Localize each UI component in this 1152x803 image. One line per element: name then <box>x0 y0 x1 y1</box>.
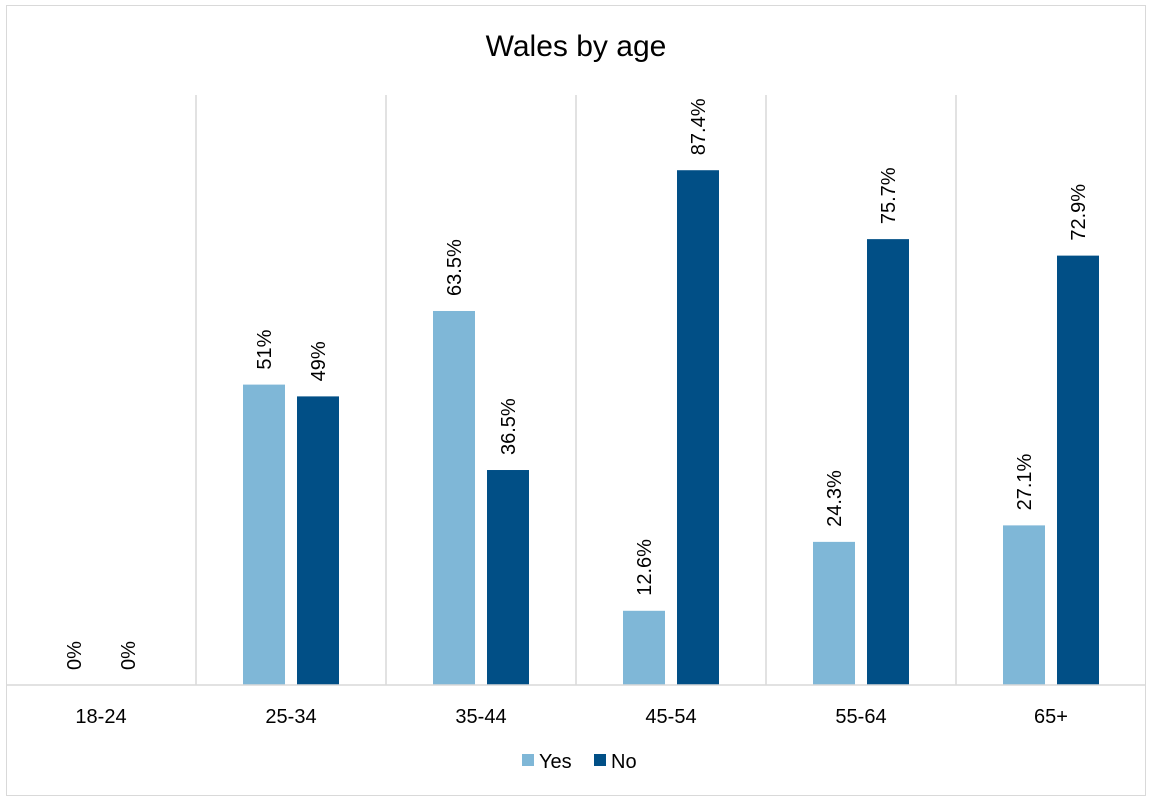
x-tick-label: 35-44 <box>455 706 506 728</box>
data-label: 49% <box>308 341 330 381</box>
bar-yes <box>243 384 285 685</box>
chart-title: Wales by age <box>486 30 667 63</box>
x-tick-label: 45-54 <box>645 706 696 728</box>
data-label: 63.5% <box>444 239 466 296</box>
legend-label-no: No <box>611 751 637 773</box>
legend-swatch-yes <box>522 754 534 766</box>
bar-yes <box>623 610 665 685</box>
x-tick-label: 25-34 <box>265 706 316 728</box>
legend-label-yes: Yes <box>539 751 572 773</box>
data-label: 51% <box>254 329 276 369</box>
legend: Yes No <box>522 751 637 773</box>
data-label: 0% <box>64 641 86 670</box>
data-labels: 0% 0% 51% 49% 63.5% 36.5% 12.6% 87.4% 24.3% 75.7%… <box>64 98 1090 670</box>
bar-yes <box>433 310 475 685</box>
legend-swatch-no <box>594 754 606 766</box>
data-label: 87.4% <box>688 98 710 155</box>
data-label: 36.5% <box>498 398 520 455</box>
bar-yes <box>813 541 855 685</box>
bar-no <box>297 396 339 685</box>
bar-no <box>487 470 529 685</box>
bar-yes <box>1003 525 1045 685</box>
data-label: 27.1% <box>1014 453 1036 510</box>
bars <box>243 170 1099 686</box>
data-label: 75.7% <box>878 167 900 224</box>
data-label: 0% <box>118 641 140 670</box>
bar-no <box>1057 255 1099 685</box>
x-tick-label: 65+ <box>1034 706 1068 728</box>
category-gridlines <box>195 95 957 685</box>
bar-no <box>867 239 909 685</box>
x-tick-label: 55-64 <box>835 706 886 728</box>
data-label: 12.6% <box>634 539 656 596</box>
data-label: 72.9% <box>1068 184 1090 241</box>
x-tick-label: 18-24 <box>75 706 126 728</box>
x-axis-tick-labels: 18-24 25-34 35-44 45-54 55-64 65+ <box>75 706 1068 728</box>
bar-no <box>677 170 719 686</box>
data-label: 24.3% <box>824 470 846 527</box>
